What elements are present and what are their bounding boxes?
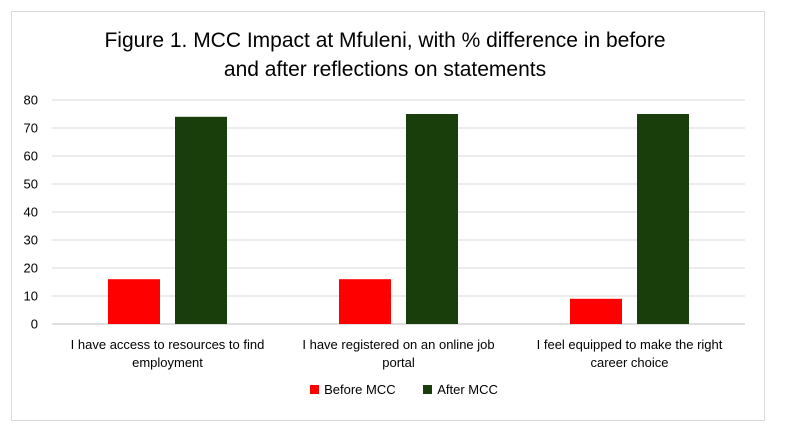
x-category-label: I have registered on an online job [302, 337, 494, 352]
bar-before-2 [339, 279, 391, 324]
x-category-label: career choice [590, 355, 668, 370]
legend-item-before: Before MCC [310, 382, 396, 397]
y-tick-label: 0 [31, 317, 38, 332]
x-category-label: employment [132, 355, 203, 370]
bar-after-1 [175, 116, 227, 324]
y-tick-label: 20 [24, 261, 38, 276]
y-tick-label: 70 [24, 121, 38, 136]
chart-title-line-2: and after reflections on statements [223, 58, 547, 81]
legend-label-after: After MCC [437, 382, 498, 397]
bar-before-1 [108, 279, 160, 324]
legend: Before MCC After MCC [0, 382, 808, 397]
legend-swatch-after [423, 385, 433, 394]
legend-label-before: Before MCC [324, 382, 396, 397]
chart-title: Figure 1. MCC Impact at Mfuleni, with % … [60, 26, 710, 84]
x-category-label: I have access to resources to find [71, 337, 265, 352]
y-tick-label: 50 [24, 177, 38, 192]
bar-after-3 [637, 114, 689, 324]
y-tick-label: 30 [24, 233, 38, 248]
legend-item-after: After MCC [423, 382, 498, 397]
y-tick-label: 10 [24, 289, 38, 304]
x-category-label: portal [382, 355, 415, 370]
y-tick-label: 60 [24, 149, 38, 164]
y-tick-label: 80 [24, 93, 38, 108]
chart-title-line-1: Figure 1. MCC Impact at Mfuleni, with % … [104, 29, 666, 52]
y-tick-label: 40 [24, 205, 38, 220]
x-category-label: I feel equipped to make the right [537, 337, 723, 352]
legend-swatch-before [310, 385, 320, 394]
bar-before-3 [570, 298, 622, 324]
bar-after-2 [406, 114, 458, 324]
